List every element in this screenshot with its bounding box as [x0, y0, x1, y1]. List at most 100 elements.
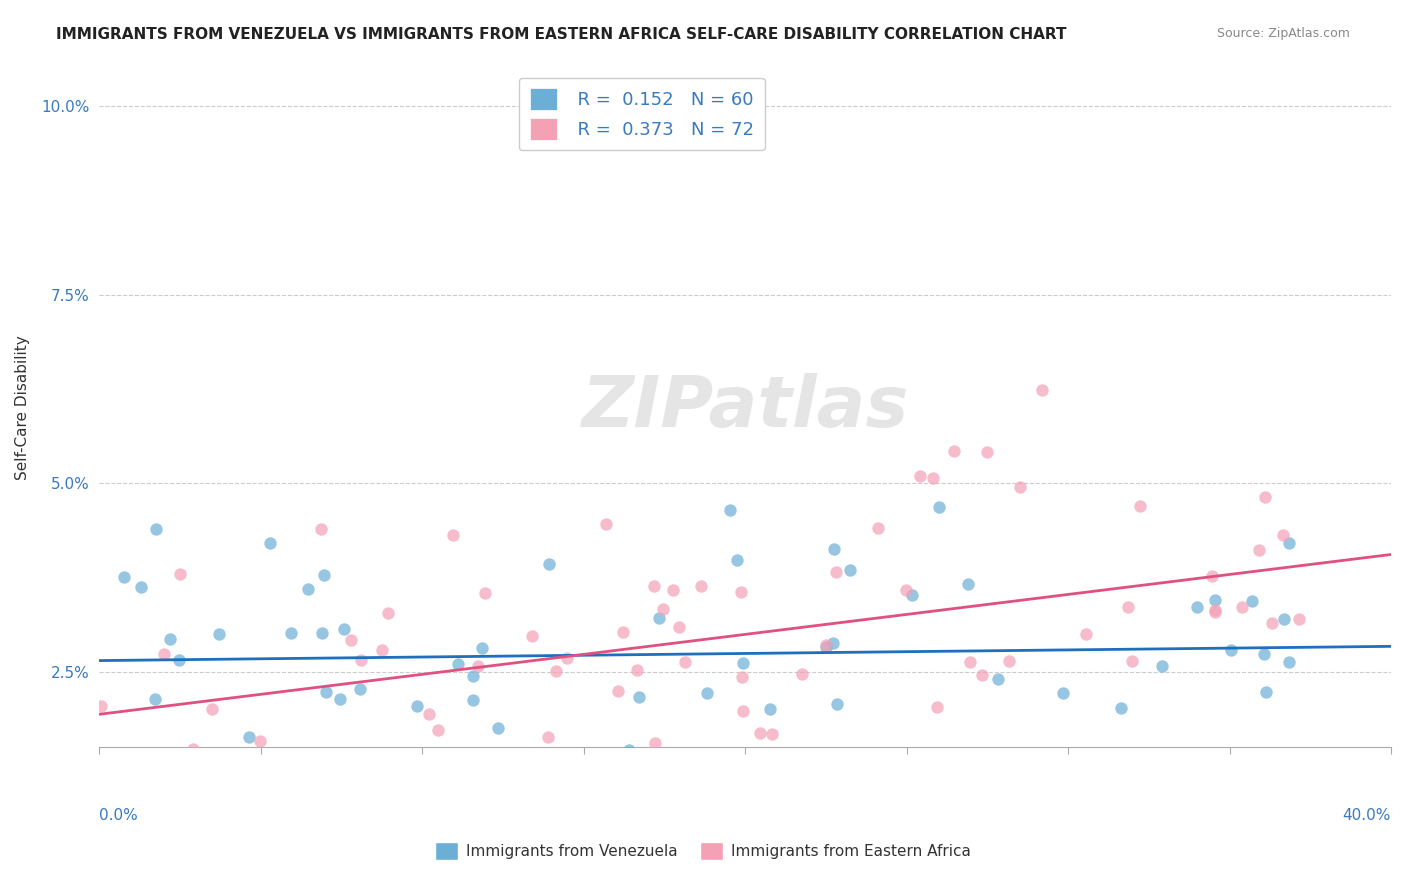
Point: [648, 610, 671, 624]
Legend: Immigrants from Venezuela, Immigrants from Eastern Africa: Immigrants from Venezuela, Immigrants fr…: [429, 836, 977, 866]
Point: [959, 656, 981, 670]
Point: [668, 620, 690, 634]
Point: [1116, 600, 1139, 615]
Point: [825, 697, 848, 711]
Point: [825, 565, 848, 579]
Point: [1201, 569, 1223, 583]
Point: [673, 655, 696, 669]
Point: [595, 516, 617, 531]
Point: [167, 653, 190, 667]
Point: [1241, 594, 1264, 608]
Point: [280, 625, 302, 640]
Point: [997, 654, 1019, 668]
Text: 40.0%: 40.0%: [1343, 808, 1391, 822]
Point: [619, 743, 641, 757]
Point: [1247, 543, 1270, 558]
Point: [418, 707, 440, 722]
Point: [314, 568, 336, 582]
Point: [1254, 685, 1277, 699]
Point: [145, 521, 167, 535]
Point: [90, 699, 112, 714]
Point: [628, 690, 651, 704]
Point: [1219, 642, 1241, 657]
Point: [522, 629, 544, 643]
Point: [169, 566, 191, 581]
Point: [1109, 701, 1132, 715]
Point: [1039, 759, 1062, 773]
Point: [259, 536, 281, 550]
Point: [730, 670, 752, 684]
Point: [815, 640, 838, 654]
Point: [461, 692, 484, 706]
Point: [181, 742, 204, 756]
Point: [970, 667, 993, 681]
Point: [834, 778, 856, 792]
Point: [1187, 599, 1209, 614]
Point: [703, 761, 725, 775]
Point: [901, 588, 924, 602]
Point: [311, 625, 333, 640]
Point: [1045, 778, 1067, 792]
Point: [238, 731, 260, 745]
Point: [725, 553, 748, 567]
Text: ZIPatlas: ZIPatlas: [582, 374, 908, 442]
Point: [690, 579, 713, 593]
Point: [1272, 528, 1295, 542]
Point: [471, 640, 494, 655]
Legend:   R =  0.152   N = 60,   R =  0.373   N = 72: R = 0.152 N = 60, R = 0.373 N = 72: [519, 78, 765, 151]
Point: [467, 659, 489, 673]
Point: [749, 725, 772, 739]
Point: [626, 663, 648, 677]
Point: [546, 664, 568, 678]
Point: [461, 669, 484, 683]
Point: [894, 582, 917, 597]
Point: [1031, 384, 1053, 398]
Point: [153, 647, 176, 661]
Point: [839, 563, 862, 577]
Point: [197, 778, 219, 792]
Point: [976, 444, 998, 458]
Point: [474, 586, 496, 600]
Point: [598, 777, 620, 791]
Point: [1261, 615, 1284, 630]
Point: [696, 686, 718, 700]
Point: [377, 606, 399, 620]
Point: [823, 541, 845, 556]
Point: [446, 757, 468, 772]
Point: [942, 444, 965, 458]
Point: [114, 570, 136, 584]
Point: [350, 653, 373, 667]
Point: [759, 701, 782, 715]
Point: [702, 759, 724, 773]
Point: [1288, 612, 1310, 626]
Point: [371, 642, 394, 657]
Point: [662, 583, 685, 598]
Point: [1230, 599, 1253, 614]
Point: [1010, 480, 1032, 494]
Point: [866, 521, 889, 535]
Point: [201, 701, 224, 715]
Point: [208, 627, 231, 641]
Point: [927, 700, 949, 714]
Point: [957, 576, 980, 591]
Point: [447, 657, 470, 671]
Point: [405, 699, 427, 714]
Point: [928, 500, 950, 515]
Point: [1278, 536, 1301, 550]
Point: [1204, 605, 1226, 619]
Point: [249, 733, 271, 747]
Point: [921, 471, 943, 485]
Y-axis label: Self-Care Disability: Self-Care Disability: [15, 335, 30, 481]
Point: [1152, 658, 1174, 673]
Point: [118, 778, 141, 792]
Point: [547, 778, 569, 792]
Point: [488, 721, 510, 735]
Point: [761, 727, 783, 741]
Point: [651, 602, 673, 616]
Point: [280, 778, 302, 792]
Point: [821, 636, 844, 650]
Point: [159, 632, 181, 646]
Point: [815, 638, 838, 652]
Point: [612, 625, 634, 640]
Point: [733, 657, 755, 671]
